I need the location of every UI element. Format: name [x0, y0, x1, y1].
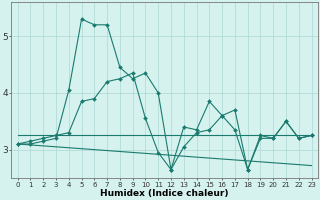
X-axis label: Humidex (Indice chaleur): Humidex (Indice chaleur) — [100, 189, 229, 198]
